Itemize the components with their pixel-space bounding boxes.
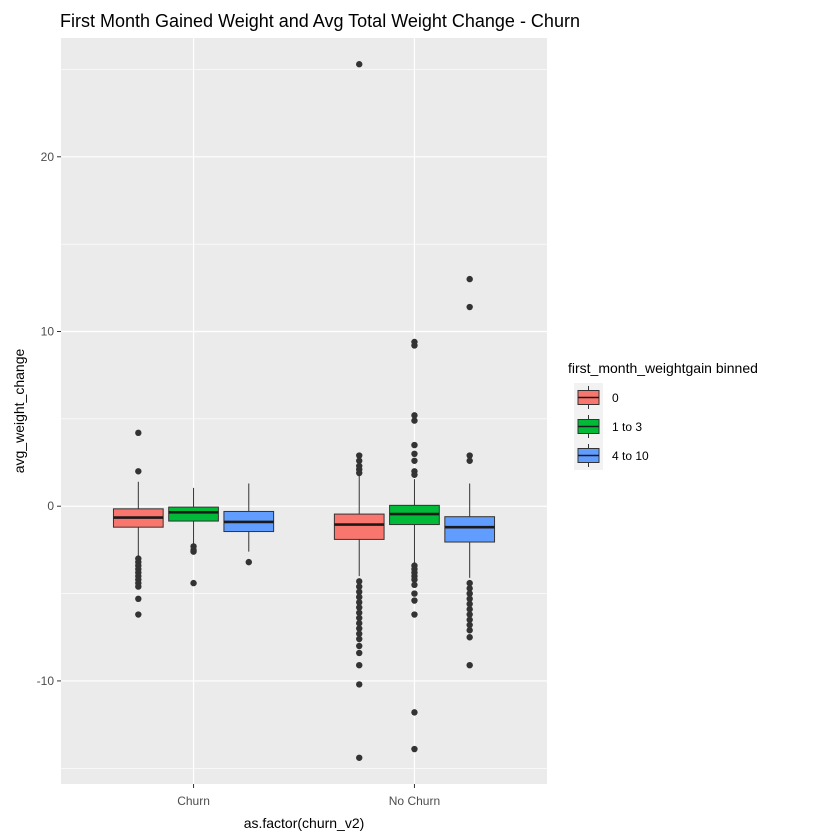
y-axis-label: avg_weight_change (11, 349, 27, 474)
x-axis-label: as.factor(churn_v2) (244, 815, 365, 831)
outlier-point (466, 585, 473, 592)
box-0-no-churn (333, 61, 385, 761)
outlier-point (356, 754, 363, 761)
box-series (112, 61, 496, 761)
box-1-to-3-no-churn (389, 338, 440, 753)
grid-lines (61, 38, 547, 784)
box-iqr (444, 516, 496, 543)
outlier-point (466, 275, 473, 283)
outlier-point (411, 457, 418, 464)
outlier-point (190, 548, 197, 555)
outlier-point (466, 457, 473, 464)
x-axis-ticks: Churn No Churn (177, 784, 440, 808)
outlier-point (135, 595, 142, 603)
outlier-point (356, 614, 363, 622)
legend-title: first_month_weightgain binned (568, 360, 758, 376)
outlier-point (356, 604, 363, 611)
outlier-point (411, 450, 418, 458)
chart-title: First Month Gained Weight and Avg Total … (60, 11, 580, 31)
outlier-point (356, 469, 363, 477)
outlier-point (356, 620, 363, 627)
outlier-point (411, 417, 418, 424)
outlier-point (466, 452, 473, 459)
y-tick-label: 10 (41, 325, 55, 339)
outlier-point (466, 303, 473, 311)
y-tick-label: 20 (41, 150, 55, 164)
outlier-point (466, 590, 473, 597)
outlier-point (466, 600, 473, 608)
outlier-point (356, 681, 363, 688)
outlier-point (411, 471, 418, 478)
outlier-point (411, 590, 418, 597)
legend: first_month_weightgain binned 0 1 to 3 4 t… (568, 360, 758, 470)
outlier-point (356, 661, 363, 669)
legend-label: 0 (612, 391, 619, 405)
legend-keys: 0 1 to 3 4 to 10 (574, 383, 649, 470)
outlier-point (356, 588, 363, 596)
outlier-point (356, 593, 363, 601)
outlier-point (411, 581, 418, 589)
outlier-point (356, 642, 363, 650)
box-iqr (333, 513, 385, 540)
outlier-point (245, 558, 252, 566)
plot-panel (61, 38, 547, 784)
box-1-to-3-churn (168, 487, 219, 587)
box-iqr (168, 506, 219, 522)
legend-key-0: 0 (574, 383, 619, 412)
outlier-point (466, 634, 473, 641)
box-0-churn (112, 429, 164, 618)
outlier-point (135, 429, 142, 437)
outlier-point (411, 412, 418, 419)
legend-label: 1 to 3 (612, 420, 642, 434)
outlier-point (411, 441, 418, 449)
outlier-point (356, 457, 363, 464)
outlier-point (466, 661, 473, 669)
outlier-point (411, 342, 418, 349)
outlier-point (411, 745, 418, 753)
y-tick-label: -10 (37, 674, 55, 688)
outlier-point (411, 597, 418, 604)
outlier-point (356, 609, 363, 616)
outlier-point (411, 576, 418, 583)
outlier-point (356, 630, 363, 637)
outlier-point (356, 583, 363, 590)
outlier-point (135, 468, 142, 475)
y-axis-ticks: -10 0 10 20 (37, 150, 61, 688)
outlier-point (135, 611, 142, 618)
x-tick-label: No Churn (389, 794, 440, 808)
box-4-to-10-churn (223, 483, 275, 566)
outlier-point (356, 61, 363, 68)
outlier-point (466, 595, 473, 603)
x-tick-label: Churn (177, 794, 210, 808)
legend-key-4-to-10: 4 to 10 (574, 441, 649, 470)
outlier-point (466, 616, 473, 623)
outlier-point (411, 611, 418, 618)
outlier-point (356, 635, 363, 643)
outlier-point (466, 611, 473, 618)
outlier-point (466, 627, 473, 634)
outlier-point (466, 579, 473, 587)
outlier-point (356, 599, 363, 606)
outlier-point (356, 649, 363, 657)
legend-key-1-to-3: 1 to 3 (574, 412, 642, 441)
box-4-to-10-no-churn (444, 275, 496, 669)
y-tick-label: 0 (47, 499, 54, 513)
outlier-point (411, 709, 418, 716)
outlier-point (356, 452, 363, 459)
outlier-point (356, 578, 363, 585)
outlier-point (466, 606, 473, 613)
outlier-point (135, 583, 142, 590)
legend-label: 4 to 10 (612, 449, 649, 463)
outlier-point (190, 579, 197, 587)
outlier-point (466, 621, 473, 629)
outlier-point (356, 625, 363, 632)
